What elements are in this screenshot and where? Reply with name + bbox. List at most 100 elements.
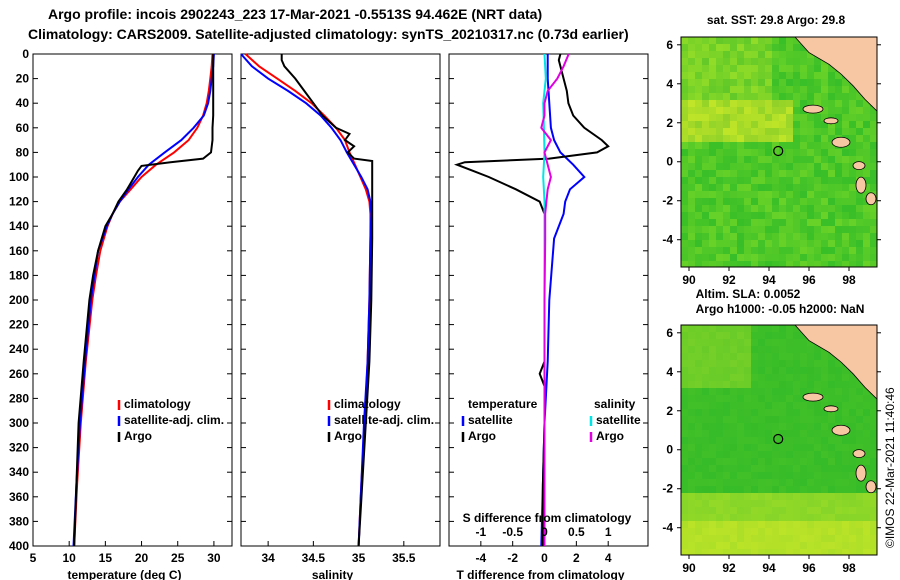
sst-map-cell: [786, 93, 794, 101]
sst-map-cell: [779, 135, 787, 143]
sla-map-cell: [828, 423, 836, 431]
sla-map-cell: [863, 444, 871, 452]
sla-map-cell: [695, 535, 703, 543]
sst-map-cell: [800, 65, 808, 73]
sla-map-cell: [800, 465, 808, 473]
depth-tick-label: 40: [16, 96, 30, 110]
sst-map-cell: [772, 51, 780, 59]
sla-map-land: [794, 325, 877, 400]
sst-map-cell: [842, 128, 850, 136]
sst-map-cell: [688, 198, 696, 206]
sla-map-cell: [856, 521, 864, 529]
sst-map-cell: [702, 205, 710, 213]
sst-map-cell: [849, 240, 857, 248]
sst-map-cell: [835, 247, 843, 255]
sst-map-cell: [709, 86, 717, 94]
sst-map-cell: [807, 240, 815, 248]
sst-map-cell: [695, 170, 703, 178]
sst-map-cell: [702, 163, 710, 171]
sst-map-cell: [793, 184, 801, 192]
sla-map-cell: [814, 521, 822, 529]
sst-map-cell: [821, 65, 829, 73]
sla-map-cell: [730, 514, 738, 522]
sst-map-cell: [842, 261, 850, 267]
sst-map-cell: [737, 37, 745, 45]
sst-map-cell: [688, 261, 696, 267]
sst-map-cell: [842, 198, 850, 206]
sla-map-cell: [863, 416, 871, 424]
sla-map-cell: [772, 535, 780, 543]
sst-map-cell: [835, 163, 843, 171]
sla-map-cell: [751, 332, 759, 340]
sst-map-cell: [681, 212, 689, 220]
sla-map-cell: [723, 325, 731, 333]
sst-map-cell: [737, 93, 745, 101]
sla-map-cell: [709, 535, 717, 543]
sla-map-cell: [821, 409, 829, 417]
sla-map-cell: [751, 486, 759, 494]
difference-series-t-argo: [453, 53, 610, 546]
sst-map-cell: [730, 261, 738, 267]
sst-map-cell: [807, 226, 815, 234]
sla-map-cell: [821, 395, 829, 403]
sla-map-cell: [856, 493, 864, 501]
sst-map-cell: [786, 219, 794, 227]
sla-map-cell: [716, 332, 724, 340]
sst-map-cell: [779, 44, 787, 52]
sst-map-cell: [737, 191, 745, 199]
sla-map-cell: [765, 444, 773, 452]
sst-map-cell: [856, 149, 864, 157]
sst-map-cell: [688, 65, 696, 73]
sst-map-cell: [835, 121, 843, 129]
sst-map-cell: [800, 58, 808, 66]
sst-map-cell: [716, 261, 724, 267]
sst-map-cell: [779, 219, 787, 227]
sla-map-cell: [765, 465, 773, 473]
sla-map-cell: [751, 423, 759, 431]
sla-map-cell: [723, 542, 731, 550]
sla-map-cell: [786, 549, 794, 555]
sst-map-cell: [751, 79, 759, 87]
sla-map-cell: [807, 451, 815, 459]
sst-map-cell: [772, 37, 780, 45]
sla-map-cell: [758, 493, 766, 501]
sst-map-cell: [681, 93, 689, 101]
sst-map-cell: [842, 163, 850, 171]
sla-map-cell: [849, 472, 857, 480]
sla-map-cell: [800, 493, 808, 501]
sla-map-cell: [807, 353, 815, 361]
sst-map-cell: [835, 219, 843, 227]
sst-map-cell: [702, 86, 710, 94]
sla-map-cell: [688, 472, 696, 480]
sst-map-cell: [730, 219, 738, 227]
depth-tick-label: 60: [16, 121, 30, 135]
sst-map-cell: [842, 184, 850, 192]
sst-map-cell: [751, 156, 759, 164]
sst-map-cell: [863, 177, 871, 185]
sst-map-cell: [779, 226, 787, 234]
sla-map-cell: [695, 444, 703, 452]
sla-map-cell: [786, 542, 794, 550]
sla-map-cell: [709, 493, 717, 501]
sst-map-cell: [821, 261, 829, 267]
sla-map-cell: [800, 402, 808, 410]
sst-map-cell: [793, 212, 801, 220]
sst-map-cell: [681, 156, 689, 164]
sst-map-cell: [695, 72, 703, 80]
sla-map-cell: [814, 465, 822, 473]
sst-map-cell: [870, 114, 877, 122]
sst-map-cell: [709, 128, 717, 136]
sst-map-cell: [856, 226, 864, 234]
sst-map-cell: [751, 114, 759, 122]
sla-map-cell: [793, 353, 801, 361]
sla-map-cell: [786, 472, 794, 480]
sla-map-cell: [744, 528, 752, 536]
sst-map-cell: [863, 156, 871, 164]
sst-map-cell: [730, 177, 738, 185]
sst-map-cell: [814, 100, 822, 108]
sst-map-cell: [716, 156, 724, 164]
sst-map-cell: [863, 149, 871, 157]
sla-map-cell: [695, 542, 703, 550]
sst-map-cell: [870, 261, 877, 267]
sla-map-cell: [688, 465, 696, 473]
